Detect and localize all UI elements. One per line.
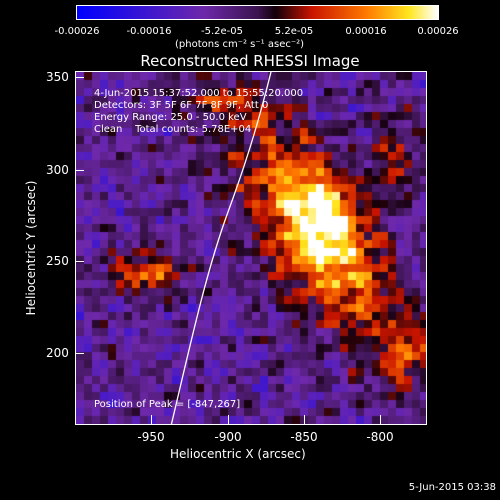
y-tick-label: 250 bbox=[46, 254, 69, 268]
colorbar-tick-label: 5.2e-05 bbox=[274, 26, 314, 37]
y-tick-label: 350 bbox=[46, 70, 69, 84]
x-tick-mark bbox=[151, 415, 152, 424]
x-tick-label: -950 bbox=[137, 430, 165, 444]
y-tick-mark bbox=[75, 170, 84, 171]
y-axis-label: Heliocentric Y (arcsec) bbox=[24, 180, 38, 316]
x-tick-mark bbox=[304, 415, 305, 424]
y-tick-mark bbox=[75, 261, 84, 262]
timestamp: 5-Jun-2015 03:38 bbox=[408, 482, 496, 493]
x-tick-label: -900 bbox=[214, 430, 242, 444]
x-tick-label: -850 bbox=[290, 430, 318, 444]
colorbar-tick-label: -0.00016 bbox=[126, 26, 172, 37]
y-tick-label: 300 bbox=[46, 163, 69, 177]
colorbar-units: (photons cm⁻² s⁻¹ asec⁻²) bbox=[175, 39, 305, 50]
colorbar-tick-label: 0.00016 bbox=[345, 26, 387, 37]
info-time-range: 4-Jun-2015 15:37:52.000 to 15:55:20.000 bbox=[94, 88, 304, 99]
colorbar-tick-label: -0.00026 bbox=[54, 26, 100, 37]
colorbar-tick-label: 0.00026 bbox=[417, 26, 459, 37]
rhessi-image bbox=[76, 72, 426, 424]
plot-title: Reconstructed RHESSI Image bbox=[140, 52, 360, 70]
info-detectors: Detectors: 3F 5F 6F 7F 8F 9F, Att 0 bbox=[94, 100, 269, 111]
x-tick-mark bbox=[228, 415, 229, 424]
image-plot: 4-Jun-2015 15:37:52.000 to 15:55:20.000 … bbox=[75, 71, 427, 425]
info-energy: Energy Range: 25.0 - 50.0 keV bbox=[94, 112, 247, 123]
x-tick-label: -800 bbox=[366, 430, 394, 444]
colorbar-tick-label: -5.2e-05 bbox=[201, 26, 243, 37]
y-tick-label: 200 bbox=[46, 346, 69, 360]
solar-limb-line bbox=[170, 72, 272, 424]
info-clean: Clean Total counts: 5.78E+04 bbox=[94, 124, 252, 135]
colorbar bbox=[76, 5, 439, 20]
y-tick-mark bbox=[75, 77, 84, 78]
x-axis-label: Heliocentric X (arcsec) bbox=[170, 447, 306, 461]
y-tick-mark bbox=[75, 353, 84, 354]
x-tick-mark bbox=[380, 415, 381, 424]
peak-position: Position of Peak = [-847,267] bbox=[94, 399, 241, 410]
